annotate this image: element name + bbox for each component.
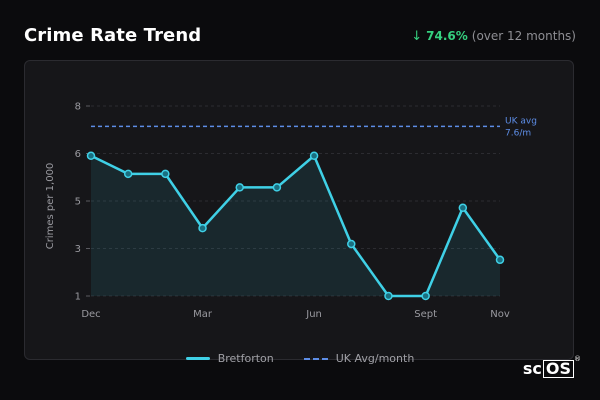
chart-legend: Bretforton UK Avg/month (0, 352, 600, 365)
data-point (347, 239, 356, 249)
data-point (272, 183, 282, 192)
data-point (421, 291, 430, 301)
series-area (91, 155, 500, 296)
data-point (495, 255, 505, 265)
data-point (384, 291, 393, 301)
change-summary: ↓ 74.6% (over 12 months) (411, 29, 576, 44)
y-tick-label: 6 (75, 149, 81, 160)
series-swatch (185, 357, 210, 360)
legend-item-reference[interactable]: UK Avg/month (303, 352, 415, 365)
chart-card (24, 60, 574, 360)
brand-logo: sc OS ® (522, 355, 581, 378)
legend-item-series[interactable]: Bretforton (185, 352, 274, 365)
y-tick-label: 5 (75, 197, 81, 208)
x-tick-label: Sept (414, 309, 437, 320)
x-tick-label: Jun (305, 309, 322, 320)
data-point (198, 223, 207, 233)
y-axis-label: Crimes per 1,000 (45, 163, 56, 250)
data-point (86, 151, 96, 161)
reference-label: UK avg (505, 116, 537, 126)
x-tick-label: Nov (490, 309, 510, 320)
reference-value-label: 7.6/m (505, 128, 531, 138)
data-point (309, 151, 319, 161)
y-tick-label: 1 (75, 292, 81, 303)
y-tick-label: 8 (75, 102, 81, 113)
series-line (89, 154, 502, 298)
data-point (235, 183, 244, 192)
x-tick-label: Dec (81, 309, 100, 320)
down-arrow-icon: ↓ (411, 29, 423, 44)
legend-reference-label: UK Avg/month (335, 352, 415, 365)
change-percent: 74.6% (426, 29, 468, 43)
reference-swatch (303, 357, 328, 360)
change-note: (over 12 months) (471, 29, 576, 43)
legend-series-label: Bretforton (217, 352, 274, 365)
data-point (161, 169, 170, 179)
y-tick-label: 3 (75, 244, 81, 255)
x-tick-label: Mar (193, 309, 213, 320)
chart-title: Crime Rate Trend (24, 25, 202, 46)
data-point (123, 169, 133, 179)
data-point (458, 203, 468, 213)
